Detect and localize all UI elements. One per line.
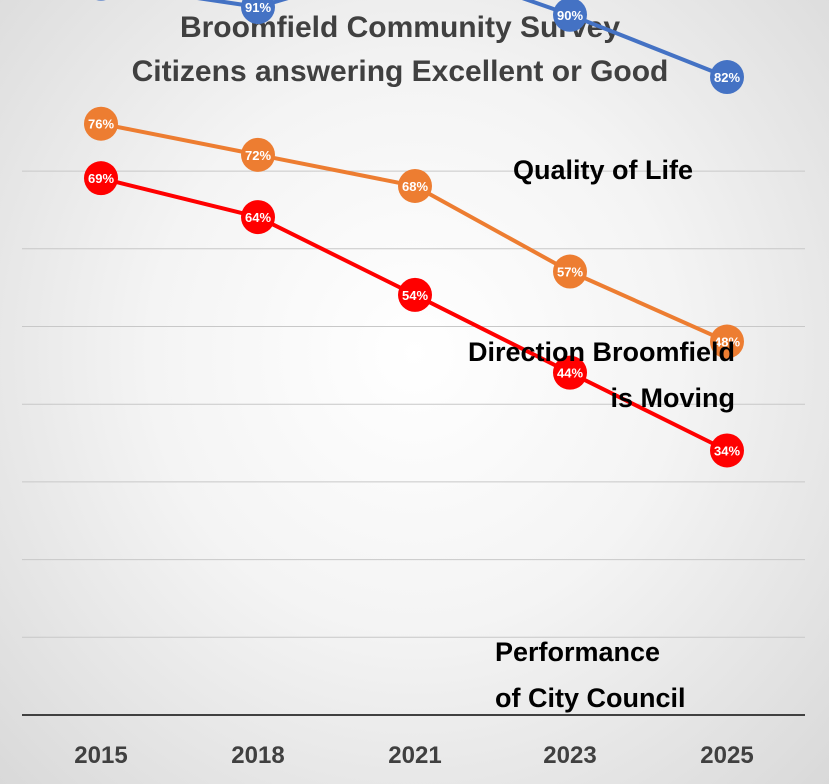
data-point-marker — [398, 168, 432, 203]
data-label: 69% — [88, 171, 114, 186]
data-label: 57% — [557, 265, 583, 280]
x-tick-label: 2025 — [700, 742, 753, 769]
data-label: 82% — [714, 70, 740, 85]
series-group: 69% 64% 54% 44% 34% — [84, 161, 744, 468]
data-point-marker — [553, 0, 587, 32]
series-label-line: Performance — [495, 637, 661, 667]
series-label-line: Quality of Life — [513, 155, 694, 185]
data-point-marker — [398, 277, 432, 312]
series-label-line: is Moving — [610, 382, 735, 413]
data-label: 54% — [402, 288, 428, 303]
series-group: 94%91%97%90%82% — [96, 0, 744, 95]
data-label: 76% — [88, 117, 114, 132]
data-point-marker — [553, 254, 587, 289]
x-tick-label: 2015 — [74, 742, 127, 769]
x-tick-label: 2021 — [388, 742, 441, 769]
data-point-marker — [710, 324, 744, 359]
data-point-marker — [84, 106, 118, 141]
data-label: 48% — [714, 335, 740, 350]
x-axis-ticks: 2015 2018 2021 2023 2025 — [74, 742, 753, 769]
data-point-marker — [96, 0, 106, 1]
data-label: 68% — [402, 179, 428, 194]
data-point-marker — [84, 161, 118, 196]
x-tick-label: 2023 — [543, 742, 596, 769]
data-label: 91% — [245, 0, 271, 15]
series-group: 76% 72% 68% 57% 48% — [84, 106, 744, 359]
series-layer: 94%91%97%90%82%76%72%68%57%48%69%64%54%4… — [84, 0, 744, 468]
data-label: 44% — [557, 366, 583, 381]
chart-subtitle: Citizens answering Excellent or Good — [131, 55, 669, 88]
data-point-marker — [553, 355, 587, 390]
data-label: 72% — [245, 148, 271, 163]
series-line — [197, 0, 728, 79]
data-label: 34% — [714, 443, 740, 458]
series-label-city-council: Performance of City Council — [495, 630, 686, 722]
data-label: 64% — [245, 210, 271, 225]
series-label-quality-of-life: Quality of Life — [513, 148, 693, 194]
data-point-marker — [710, 60, 744, 95]
x-tick-label: 2018 — [231, 742, 284, 769]
series-label-direction-broomfield: Direction Broomfield is Moving — [468, 330, 735, 422]
series-label-line: Direction Broomfield — [467, 337, 735, 367]
data-label: 90% — [557, 8, 583, 23]
data-point-marker — [241, 0, 275, 25]
data-point-marker — [241, 200, 275, 235]
data-point-marker — [241, 137, 275, 172]
series-label-line: of City Council — [495, 682, 686, 713]
data-point-marker — [710, 433, 744, 468]
